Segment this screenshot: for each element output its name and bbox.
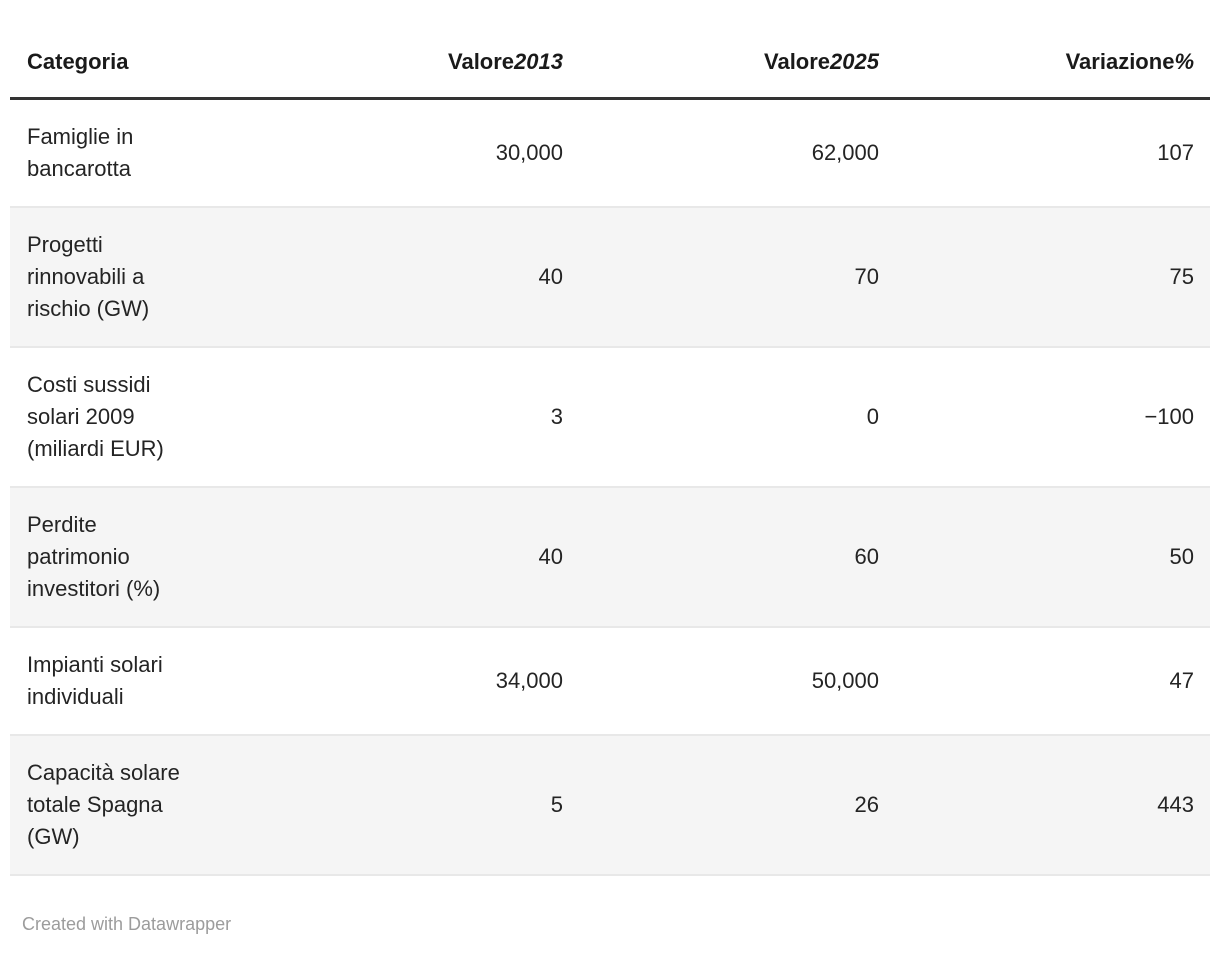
cell-variazione: 47 [895,627,1210,736]
header-unit: % [1174,49,1194,74]
cell-categoria: Famiglie in bancarotta [10,98,220,208]
cell-variazione: 443 [895,735,1210,876]
table-body: Famiglie in bancarotta 30,000 62,000 107… [10,98,1210,876]
cell-categoria: Perdite patrimonio investitori (%) [10,487,220,628]
header-label: Valore [764,49,831,74]
data-table: Categoria Valore2013 Valore2025 Variazio… [10,20,1210,876]
cell-categoria: Progetti rinnovabili a rischio (GW) [10,207,220,348]
header-label: Variazione [1065,49,1175,74]
cell-valore-2013: 40 [220,487,579,628]
header-label: Categoria [27,49,129,74]
cell-valore-2025: 70 [579,207,895,348]
cell-valore-2025: 60 [579,487,895,628]
cell-valore-2013: 5 [220,735,579,876]
cell-valore-2013: 3 [220,347,579,488]
cell-valore-2013: 30,000 [220,98,579,208]
datawrapper-credit-link[interactable]: Created with Datawrapper [22,914,232,934]
cell-variazione: 50 [895,487,1210,628]
column-header-valore-2013: Valore2013 [220,20,579,100]
cell-valore-2013: 40 [220,207,579,348]
table-row: Costi sussidi solari 2009 (miliardi EUR)… [10,347,1210,488]
column-header-variazione: Variazione% [895,20,1210,100]
cell-categoria: Capacità solare totale Spagna (GW) [10,735,220,876]
table-header: Categoria Valore2013 Valore2025 Variazio… [10,20,1210,100]
cell-variazione: 107 [895,98,1210,208]
table-row: Famiglie in bancarotta 30,000 62,000 107 [10,98,1210,208]
table-row: Progetti rinnovabili a rischio (GW) 40 7… [10,207,1210,348]
header-unit: 2013 [514,49,563,74]
header-row: Categoria Valore2013 Valore2025 Variazio… [10,20,1210,100]
cell-variazione: −100 [895,347,1210,488]
cell-categoria: Costi sussidi solari 2009 (miliardi EUR) [10,347,220,488]
table-row: Capacità solare totale Spagna (GW) 5 26 … [10,735,1210,876]
header-label: Valore [448,49,515,74]
table-row: Perdite patrimonio investitori (%) 40 60… [10,487,1210,628]
cell-variazione: 75 [895,207,1210,348]
header-unit: 2025 [830,49,879,74]
table-row: Impianti solari individuali 34,000 50,00… [10,627,1210,736]
column-header-valore-2025: Valore2025 [579,20,895,100]
cell-valore-2025: 26 [579,735,895,876]
cell-valore-2025: 50,000 [579,627,895,736]
cell-categoria: Impianti solari individuali [10,627,220,736]
cell-valore-2025: 62,000 [579,98,895,208]
datawrapper-table-widget: Categoria Valore2013 Valore2025 Variazio… [0,20,1220,935]
cell-valore-2013: 34,000 [220,627,579,736]
column-header-categoria: Categoria [10,20,220,100]
cell-valore-2025: 0 [579,347,895,488]
